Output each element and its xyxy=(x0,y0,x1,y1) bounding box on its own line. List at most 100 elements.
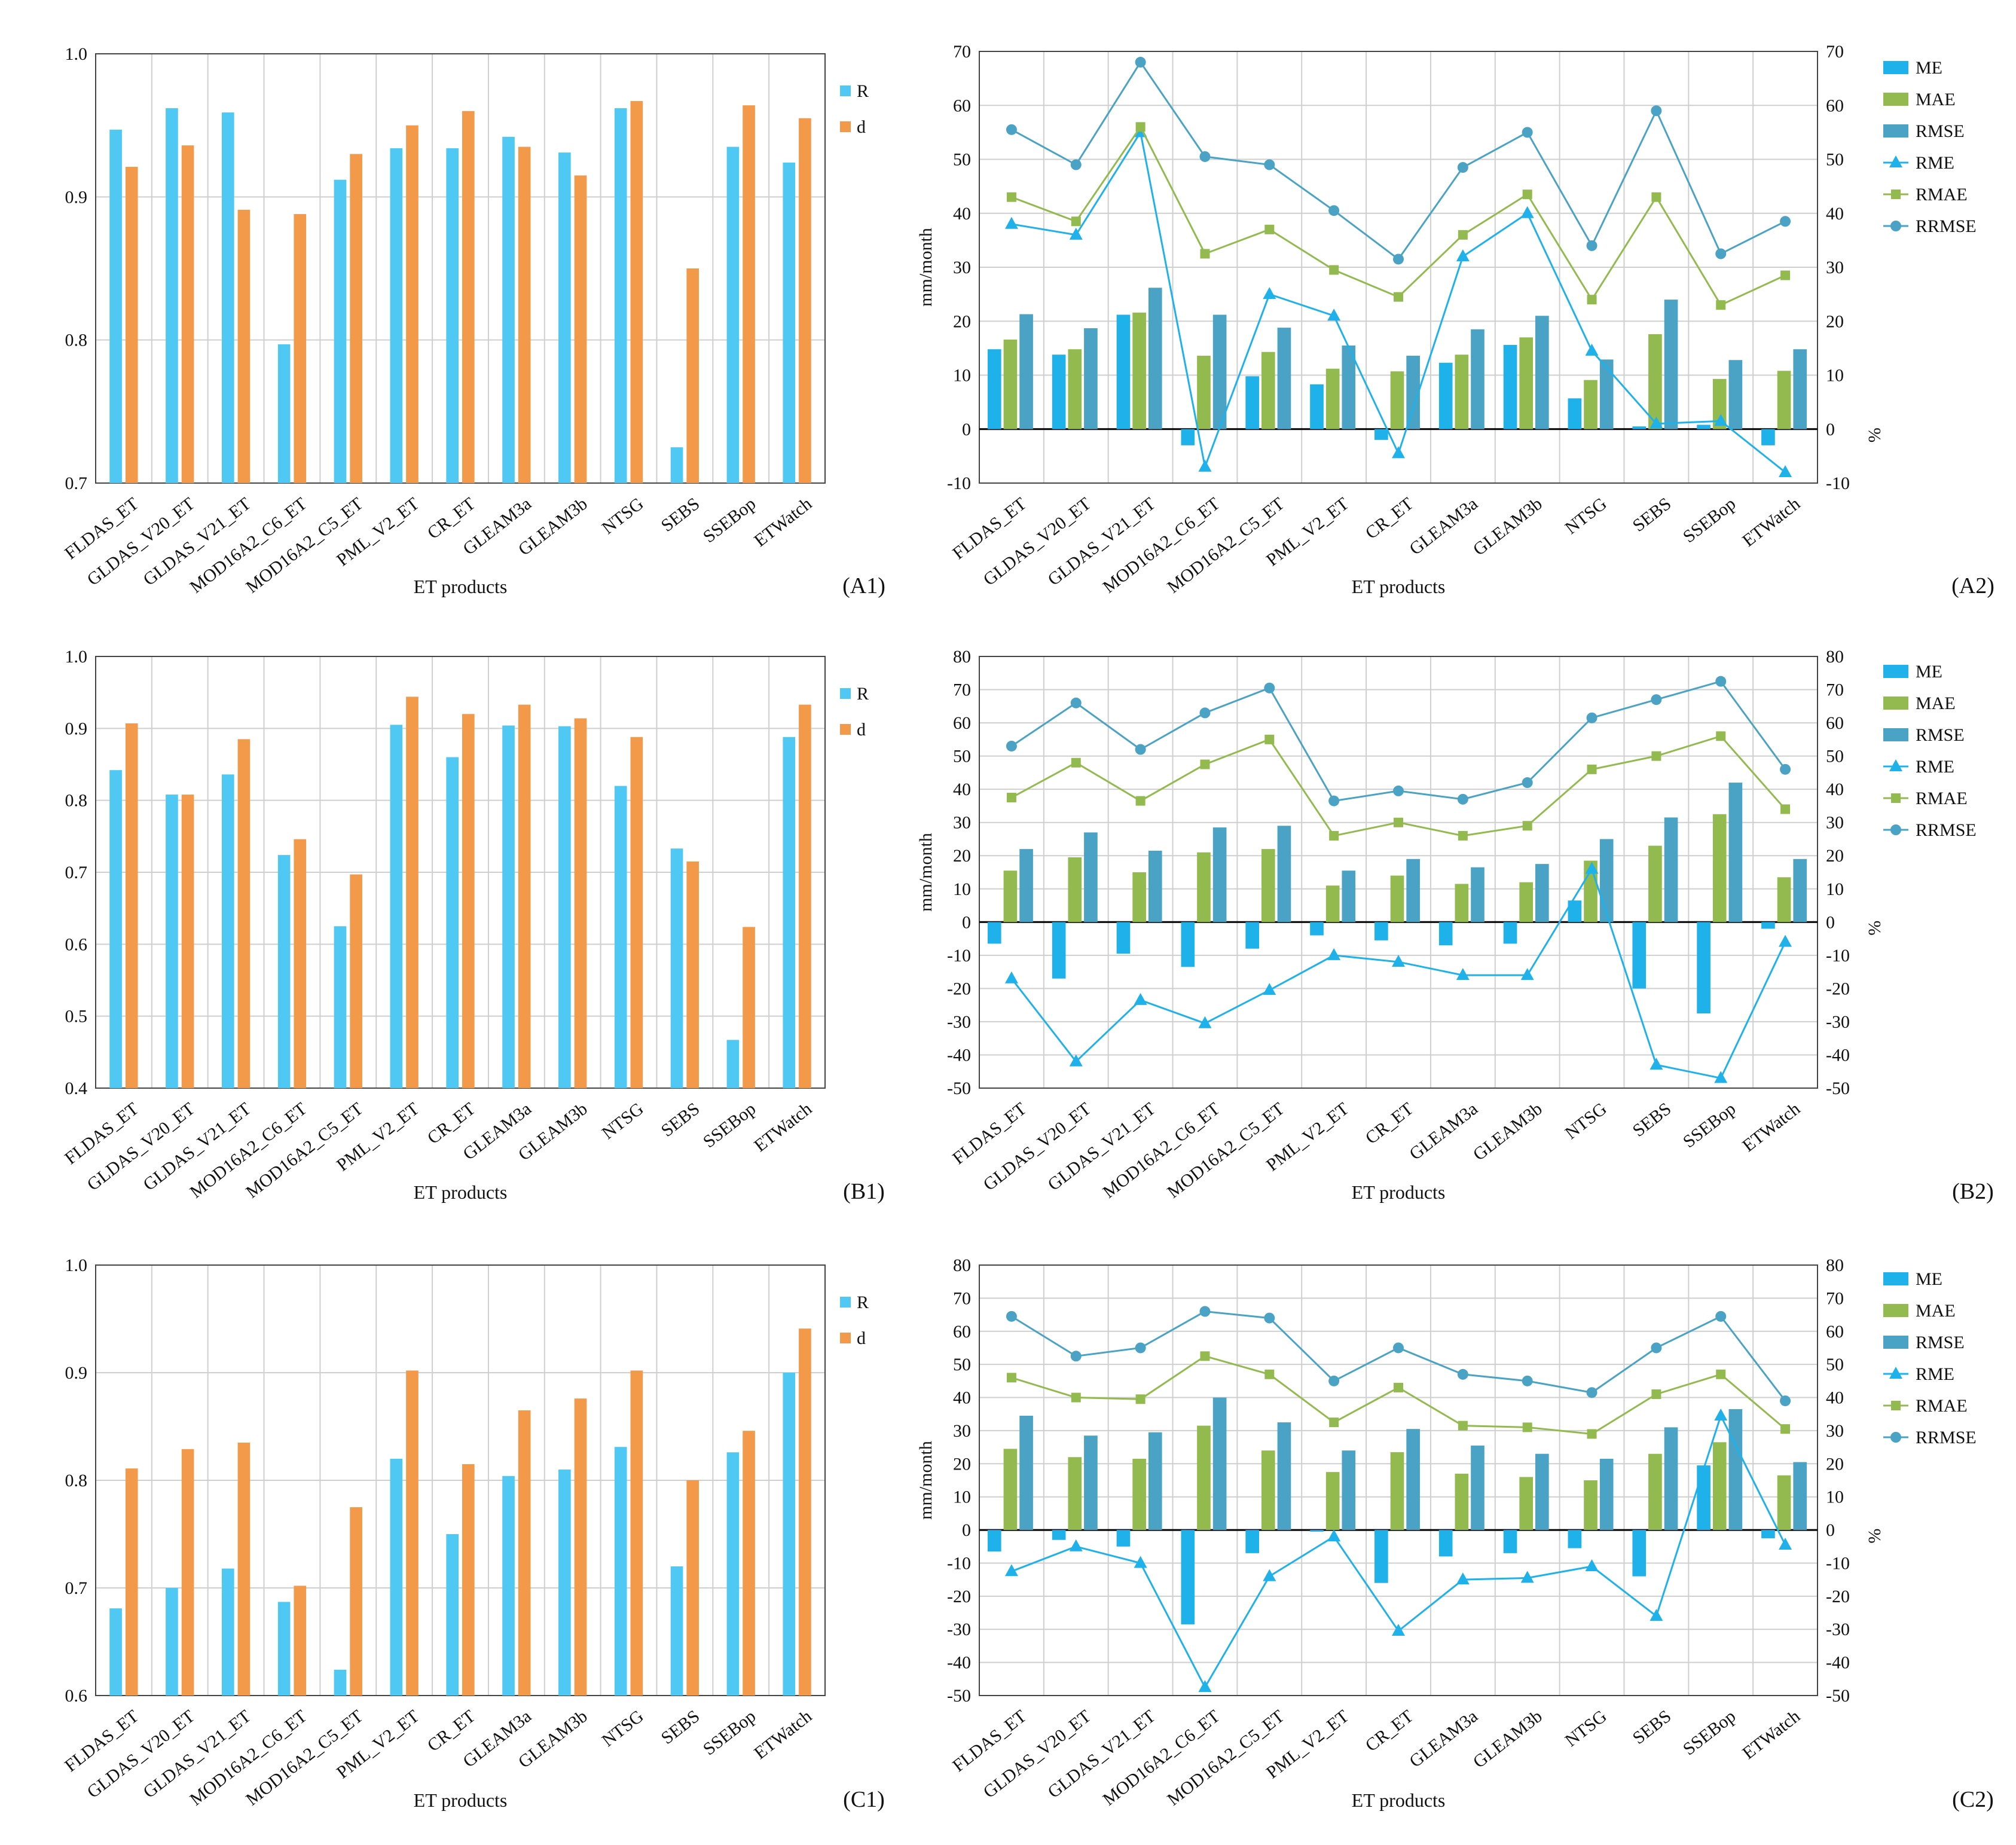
marker-RME xyxy=(1069,1054,1083,1067)
bar-RMSE xyxy=(1148,288,1162,429)
x-tick-label: MOD16A2_C5_ET xyxy=(1163,1706,1288,1810)
bar-R xyxy=(502,136,515,483)
x-tick-label: SSEBop xyxy=(1679,1706,1739,1760)
bar-MAE xyxy=(1584,1480,1597,1531)
marker-RRMSE xyxy=(1264,682,1275,694)
legend-swatch-RMSE xyxy=(1883,124,1908,138)
y2-tick-label: 0 xyxy=(1826,420,1835,439)
marker-RMAE xyxy=(1780,270,1791,280)
y-tick-label: 70 xyxy=(953,1288,971,1308)
marker-RME xyxy=(1004,216,1018,229)
y-tick-label: -20 xyxy=(947,979,971,998)
legend-label-RMAE: RMAE xyxy=(1916,789,1968,808)
bar-R xyxy=(446,757,459,1088)
marker-RMAE xyxy=(1135,796,1146,806)
bar-R xyxy=(502,725,515,1088)
bar-RMSE xyxy=(1084,1435,1098,1531)
legend-swatch-RMSE xyxy=(1883,1336,1908,1349)
bar-MAE xyxy=(1777,371,1791,429)
y-tick-label: 60 xyxy=(953,1322,971,1342)
marker-RMAE xyxy=(1780,804,1791,814)
marker-RME xyxy=(1585,862,1599,874)
bar-MAE xyxy=(1390,875,1404,922)
marker-RME xyxy=(1779,934,1792,947)
y-tick-label: 80 xyxy=(953,647,971,667)
panel-A1: 0.70.80.91.0RdFLDAS_ETGLDAS_V20_ETGLDAS_… xyxy=(61,44,885,598)
legend-swatch-MAE xyxy=(1883,1304,1908,1317)
marker-RRMSE xyxy=(1586,1387,1597,1398)
x-axis-title: ET products xyxy=(1352,1181,1446,1203)
panel-C1: 0.60.70.80.91.0RdFLDAS_ETGLDAS_V20_ETGLD… xyxy=(61,1256,885,1812)
bar-R xyxy=(446,1534,459,1696)
legend-label-R: R xyxy=(857,1293,869,1312)
marker-RRMSE xyxy=(1586,240,1597,251)
legend-label-RMAE: RMAE xyxy=(1916,185,1968,204)
marker-RMAE xyxy=(1264,1369,1275,1379)
marker-RMAE xyxy=(1200,249,1210,259)
bar-d xyxy=(630,1370,643,1696)
bar-MAE xyxy=(1455,1473,1469,1531)
legend-swatch-ME xyxy=(1883,1272,1908,1285)
y-axis-title: mm/month xyxy=(916,1441,936,1520)
bar-ME xyxy=(1503,1530,1517,1553)
bar-MAE xyxy=(1648,1453,1662,1531)
marker-RME xyxy=(1327,1529,1341,1542)
bar-R xyxy=(166,1588,178,1696)
y-tick-label: 70 xyxy=(953,42,971,62)
marker-RME xyxy=(1327,308,1341,321)
legend-label-RME: RME xyxy=(1916,757,1954,777)
x-tick-label: GLEAM3b xyxy=(1470,1099,1546,1165)
bar-ME xyxy=(1052,1530,1066,1540)
marker-RMAE xyxy=(1651,192,1661,202)
marker-RME xyxy=(1779,465,1792,477)
marker-RMAE xyxy=(1522,190,1532,200)
bar-d xyxy=(237,1443,251,1696)
bar-RMSE xyxy=(1406,859,1420,922)
bar-ME xyxy=(1697,922,1710,1014)
marker-RRMSE xyxy=(1715,1311,1727,1322)
y2-tick-label: -20 xyxy=(1826,1587,1850,1606)
marker-RRMSE xyxy=(1457,793,1468,805)
marker-RMAE xyxy=(1587,1429,1597,1439)
bar-MAE xyxy=(1777,1475,1791,1531)
bar-d xyxy=(799,118,811,483)
y-tick-label: 0.7 xyxy=(65,1578,88,1598)
line-RRMSE xyxy=(1011,680,1786,802)
bar-ME xyxy=(1181,1530,1195,1624)
y2-tick-label: 50 xyxy=(1826,150,1844,170)
marker-RMAE xyxy=(1716,1369,1726,1379)
legend-swatch-R xyxy=(840,85,851,96)
legend-label-MAE: MAE xyxy=(1916,90,1956,109)
marker-RMAE xyxy=(1394,292,1403,302)
bar-ME xyxy=(1181,922,1195,967)
marker-RMAE xyxy=(1458,230,1468,240)
marker-RRMSE xyxy=(1199,151,1211,162)
legend-label-ME: ME xyxy=(1916,1269,1942,1289)
y-tick-label: 0 xyxy=(962,912,971,932)
legend-label-R: R xyxy=(857,684,869,704)
bar-R xyxy=(390,1459,403,1696)
y2-tick-label: 80 xyxy=(1826,647,1844,667)
plot-frame xyxy=(95,53,826,484)
y-axis-title: mm/month xyxy=(916,228,936,307)
bar-RMSE xyxy=(1535,316,1549,429)
y2-tick-label: -20 xyxy=(1826,979,1850,998)
x-tick-label: SEBS xyxy=(658,1099,704,1141)
y2-tick-label: 60 xyxy=(1826,96,1844,115)
bar-ME xyxy=(987,1530,1001,1552)
x-tick-label: SEBS xyxy=(1629,1099,1675,1141)
legend-swatch-MAE xyxy=(1883,93,1908,106)
x-tick-label: GLDAS_V20_ET xyxy=(980,1099,1095,1195)
marker-RRMSE xyxy=(1780,216,1791,227)
marker-RMAE xyxy=(1394,1382,1403,1392)
bar-RMSE xyxy=(1793,349,1807,429)
y2-axis-title: % xyxy=(1865,1529,1884,1544)
x-axis-title: ET products xyxy=(414,1181,508,1203)
bar-ME xyxy=(1245,1530,1259,1553)
line-RRMSE xyxy=(1011,60,1786,261)
y-tick-label: -50 xyxy=(947,1079,971,1098)
bar-RMSE xyxy=(1728,1409,1743,1531)
legend-label-RME: RME xyxy=(1916,1364,1954,1384)
y-tick-label: 70 xyxy=(953,680,971,700)
plot-frame xyxy=(979,51,1818,484)
